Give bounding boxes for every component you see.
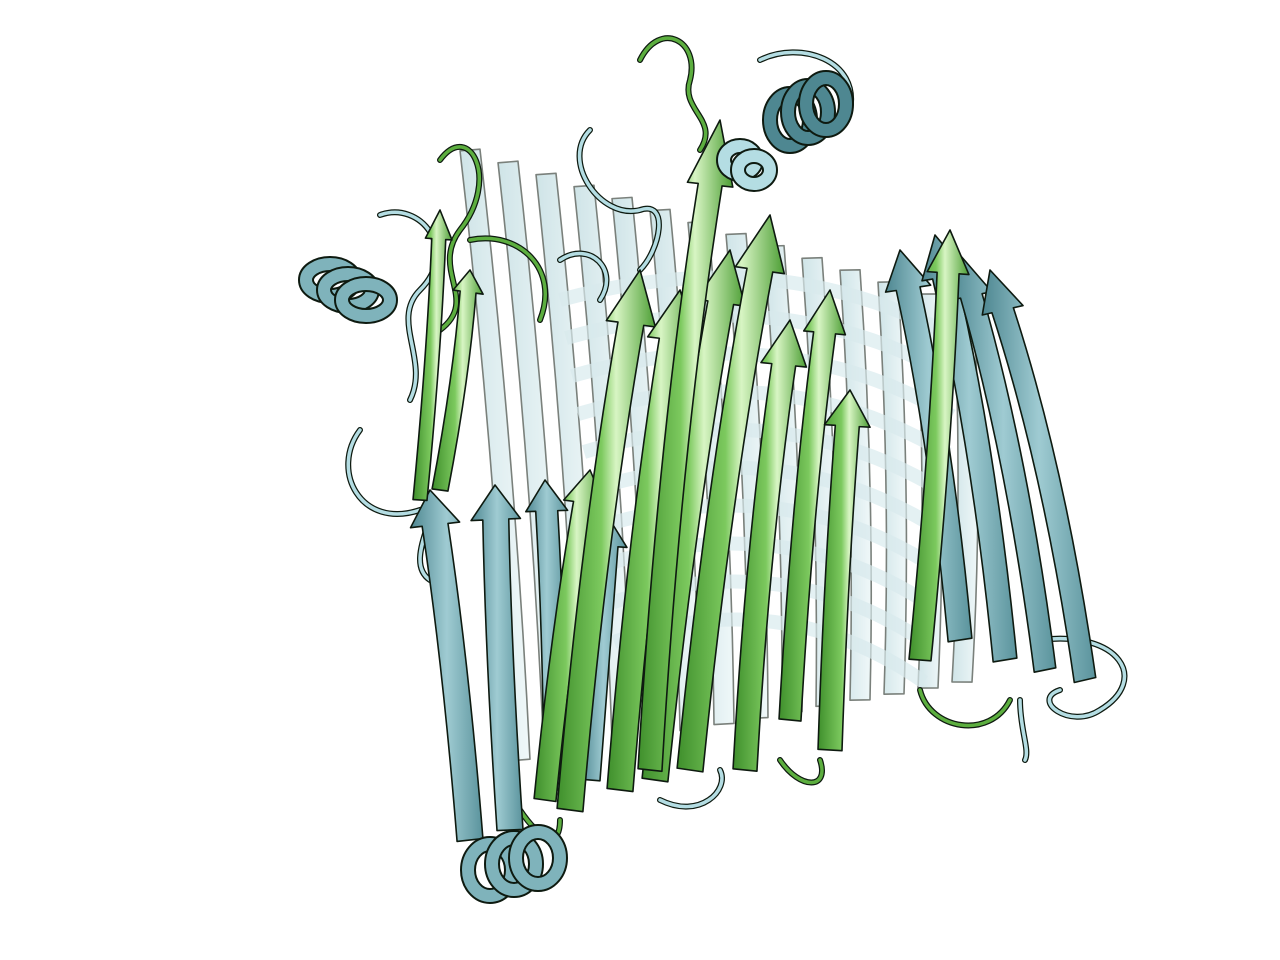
teal-strand [921, 234, 1018, 663]
loop-outline [917, 687, 1013, 729]
helix-group [298, 70, 854, 904]
green-strand [556, 269, 657, 813]
green-strand [817, 389, 871, 752]
teal-strand [409, 489, 484, 843]
loop-outline [637, 35, 709, 153]
loop [378, 210, 439, 402]
helix-turn [510, 826, 566, 890]
loop [638, 36, 708, 152]
loop [1018, 698, 1029, 762]
green-strand [676, 214, 786, 773]
teal-strand [981, 269, 1097, 684]
back-strand [877, 281, 908, 695]
green-strand [778, 289, 847, 722]
helix-turn [800, 72, 852, 136]
helix-turn [732, 150, 776, 190]
green-strand [732, 319, 808, 772]
helix-top [762, 70, 854, 154]
green-strand-group [412, 119, 970, 813]
teal-strand [470, 484, 524, 832]
green-strand [637, 119, 734, 773]
loop [918, 688, 1012, 728]
helix-bottom [460, 824, 568, 904]
loop [658, 768, 724, 809]
loop [1038, 637, 1127, 719]
loop-group [345, 35, 1128, 842]
helix-turn [336, 278, 396, 322]
green-strand [431, 269, 484, 492]
loop [577, 128, 661, 272]
loop [558, 251, 609, 302]
green-strand [412, 209, 453, 502]
loop [778, 758, 824, 785]
green-strand [908, 229, 970, 662]
helix-top-small [716, 138, 778, 192]
loop [468, 236, 547, 322]
helix-left [298, 256, 398, 324]
loop [438, 145, 482, 332]
